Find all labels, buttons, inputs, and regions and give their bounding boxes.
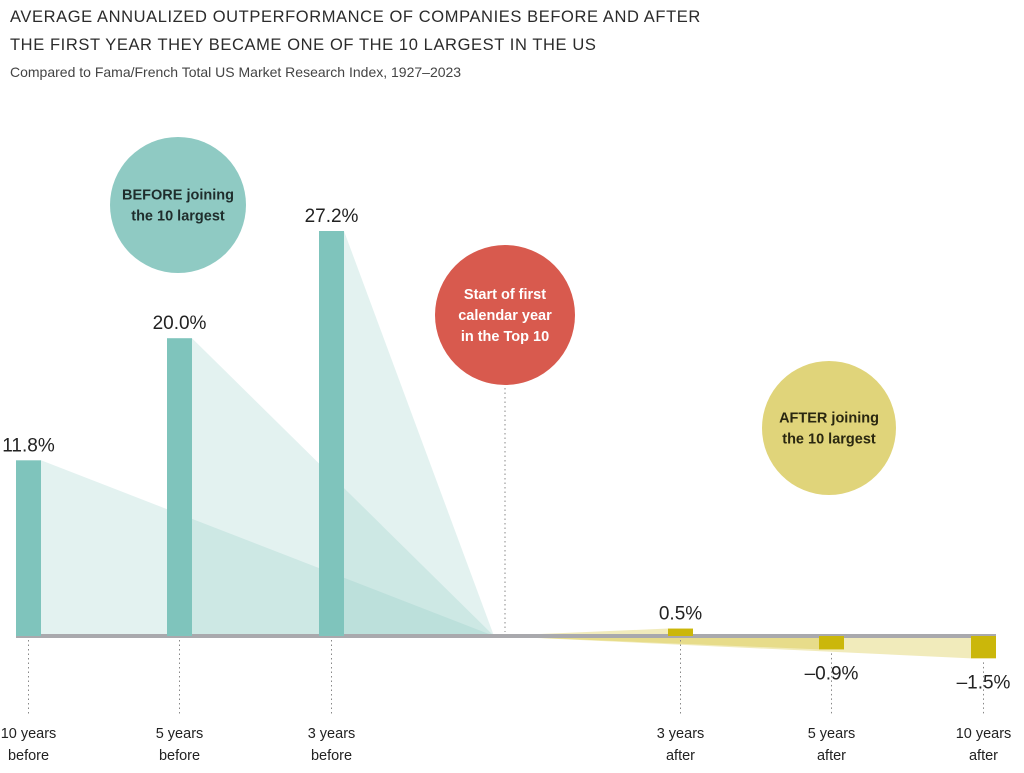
tick-label-2-0: 3 years	[308, 726, 356, 742]
bar-3	[668, 628, 693, 636]
chart-title-line-2: THE FIRST YEAR THEY BECAME ONE OF THE 10…	[10, 36, 597, 54]
tick-label-5-0: 10 years	[956, 726, 1012, 742]
value-label-0: 11.8%	[2, 435, 55, 456]
bar-layer	[16, 231, 996, 659]
fan-5	[494, 636, 971, 659]
start-bubble-text-0: Start of first	[464, 287, 546, 303]
tick-label-2-1: before	[311, 748, 352, 764]
tick-label-0-0: 10 years	[1, 726, 57, 742]
guide-layer	[28, 388, 984, 716]
tick-label-3-1: after	[666, 748, 695, 764]
start-bubble-text-1: calendar year	[458, 308, 552, 324]
value-label-2: 27.2%	[305, 206, 359, 227]
value-label-5: –1.5%	[957, 672, 1011, 693]
value-label-1: 20.0%	[153, 313, 207, 334]
after-bubble-circle	[762, 361, 896, 495]
tick-label-1-1: before	[159, 748, 200, 764]
label-layer: 11.8% 20.0% 27.2% 0.5% –0.9% –1.5% 10 years bef…	[1, 206, 1012, 764]
after-bubble-text-1: the 10 largest	[782, 432, 876, 448]
tick-label-1-0: 5 years	[156, 726, 204, 742]
chart-subtitle: Compared to Fama/French Total US Market …	[10, 64, 462, 80]
value-label-4: –0.9%	[805, 663, 859, 684]
before-bubble-text-1: the 10 largest	[131, 209, 225, 225]
after-bubble-text-0: AFTER joining	[779, 411, 879, 427]
tick-label-4-0: 5 years	[808, 726, 856, 742]
bar-0	[16, 460, 41, 636]
fan-0	[41, 460, 494, 636]
tick-label-0-1: before	[8, 748, 49, 764]
before-bubble-text-0: BEFORE joining	[122, 188, 234, 204]
fan-4	[494, 636, 819, 650]
bar-5	[971, 636, 996, 659]
fan-2	[344, 231, 494, 636]
chart-title-line-1: AVERAGE ANNUALIZED OUTPERFORMANCE OF COM…	[10, 8, 701, 26]
before-bubble-circle	[110, 137, 246, 273]
tick-label-3-0: 3 years	[657, 726, 705, 742]
bubble-layer: BEFORE joining the 10 largest Start of fir…	[110, 137, 896, 495]
bar-2	[319, 231, 344, 636]
start-bubble-circle	[435, 245, 575, 385]
bar-4	[819, 636, 844, 650]
tick-label-4-1: after	[817, 748, 846, 764]
start-bubble-text-2: in the Top 10	[461, 329, 549, 345]
tick-label-5-1: after	[969, 748, 998, 764]
value-label-3: 0.5%	[659, 604, 702, 625]
bar-1	[167, 338, 192, 636]
